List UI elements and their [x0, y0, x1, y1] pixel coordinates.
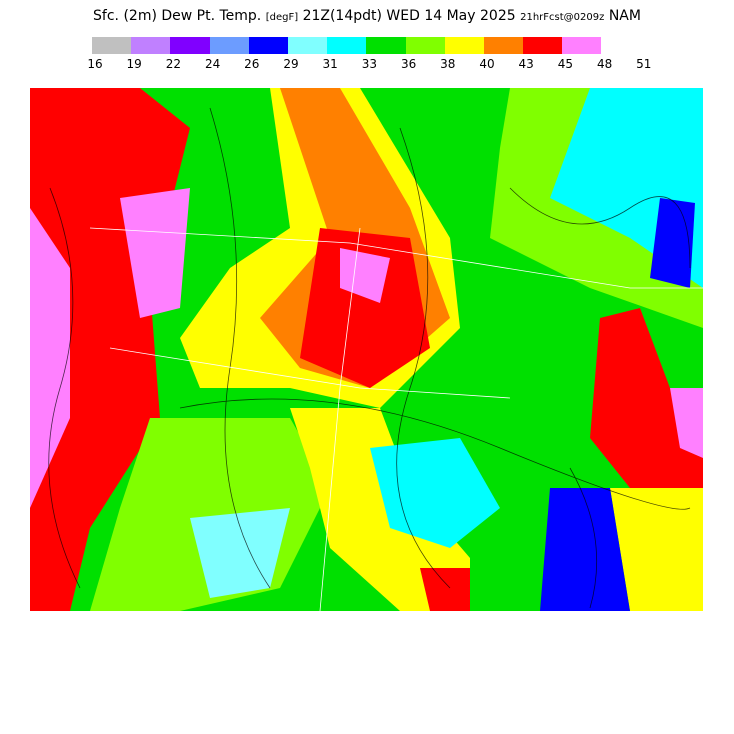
legend-swatch	[366, 37, 406, 54]
dewpoint-map	[30, 88, 703, 611]
legend-swatch	[287, 37, 328, 54]
valid-time: 21Z(14pdt)	[302, 8, 382, 24]
legend-label: 38	[440, 57, 456, 71]
legend-label: 43	[518, 57, 534, 71]
legend-label: 33	[361, 57, 378, 71]
field: Sfc. (2m) Dew Pt. Temp.	[93, 8, 262, 24]
legend-swatch	[131, 37, 171, 54]
legend-swatch	[483, 37, 524, 54]
model: NAM	[608, 8, 641, 24]
legend-label: 48	[596, 57, 613, 71]
legend-label: 36	[400, 57, 417, 71]
legend-swatch	[523, 37, 563, 54]
legend-label: 24	[204, 57, 221, 71]
legend-label: 29	[283, 57, 299, 71]
legend-label: 45	[557, 57, 574, 71]
date: WED 14 May 2025	[386, 8, 516, 24]
legend-swatch	[562, 37, 602, 54]
legend-label: 22	[165, 57, 182, 71]
legend-swatch	[170, 37, 210, 54]
legend-swatch	[327, 37, 367, 54]
legend-swatch	[248, 37, 288, 54]
legend-swatch	[405, 37, 445, 54]
legend-label: 19	[126, 57, 142, 71]
legend-swatch	[209, 37, 249, 54]
legend-swatch	[92, 37, 132, 54]
color-legend	[92, 37, 602, 54]
legend-labels: 16 19 22 24 26 29 31 33 36 38 40 43 45 48 51	[80, 57, 680, 73]
legend-label: 51	[636, 57, 652, 71]
legend-label: 31	[322, 57, 338, 71]
map-title: Sfc. (2m) Dew Pt. Temp. [degF] 21Z(14pdt…	[0, 8, 734, 24]
units: [degF]	[265, 12, 299, 23]
forecast: 21hrFcst@0209z	[520, 12, 605, 23]
legend-label: 40	[479, 57, 495, 71]
legend-label: 16	[87, 57, 103, 71]
legend-label: 26	[244, 57, 260, 71]
legend-swatch	[444, 37, 484, 54]
